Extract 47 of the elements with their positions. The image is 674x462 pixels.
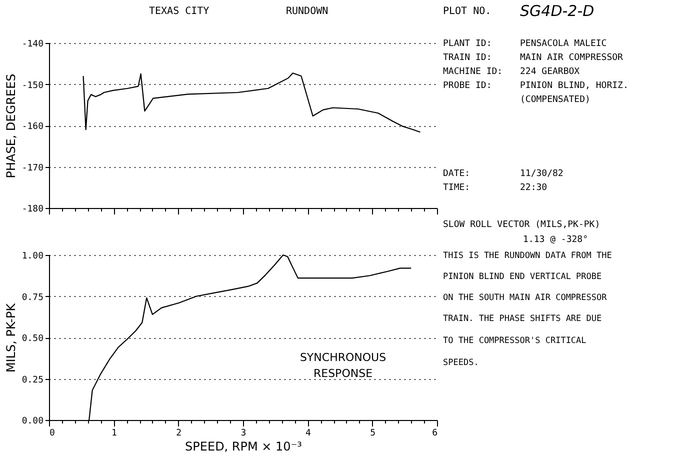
text: RUNDOWN bbox=[286, 6, 328, 17]
y-tick-label: -160 bbox=[22, 122, 44, 132]
y-tick-label: 1.00 bbox=[22, 252, 44, 262]
y-tick-label: -180 bbox=[22, 204, 44, 214]
text: TRAIN. THE PHASE SHIFTS ARE DUE bbox=[443, 314, 602, 324]
text: 22:30 bbox=[520, 183, 548, 193]
y-tick-label: -170 bbox=[22, 163, 44, 174]
y-tick-label: 0.75 bbox=[22, 292, 44, 303]
text: 224 GEARBOX bbox=[520, 67, 580, 77]
x-tick-label: 0 bbox=[50, 428, 55, 438]
text: PINION BLIND END VERTICAL PROBE bbox=[443, 272, 602, 282]
text: PENSACOLA MALEIC bbox=[520, 39, 607, 49]
annotation: RESPONSE bbox=[313, 367, 373, 380]
x-tick-label: 5 bbox=[370, 428, 376, 438]
text: MAIN AIR COMPRESSOR bbox=[520, 53, 624, 63]
text: TO THE COMPRESSOR'S CRITICAL bbox=[443, 336, 586, 346]
y-tick-label: -140 bbox=[22, 40, 44, 50]
text: TEXAS CITY bbox=[149, 6, 210, 17]
x-tick-label: 2 bbox=[176, 428, 182, 438]
x-tick-label: 4 bbox=[305, 428, 311, 438]
x-tick-label: 6 bbox=[432, 428, 438, 438]
text: ON THE SOUTH MAIN AIR COMPRESSOR bbox=[443, 293, 608, 303]
text: SG4D-2-D bbox=[520, 2, 594, 20]
text: 11/30/82 bbox=[520, 169, 564, 179]
text: SLOW ROLL VECTOR (MILS,PK-PK) bbox=[443, 220, 600, 230]
text: TIME: bbox=[443, 183, 470, 193]
y-tick-label: -150 bbox=[22, 80, 44, 91]
y-axis-title: MILS, PK-PK bbox=[4, 302, 18, 373]
annotation: SYNCHRONOUS bbox=[300, 351, 386, 364]
text: TRAIN ID: bbox=[443, 53, 492, 63]
y-tick-label: 0.50 bbox=[22, 334, 44, 344]
text: PINION BLIND, HORIZ. bbox=[520, 81, 628, 91]
text: MACHINE ID: bbox=[443, 67, 503, 77]
text: THIS IS THE RUNDOWN DATA FROM THE bbox=[443, 251, 612, 261]
text: PROBE ID: bbox=[443, 81, 492, 91]
text: DATE: bbox=[443, 169, 470, 179]
y-tick-label: 0.25 bbox=[22, 375, 44, 386]
y-axis-title: PHASE, DEGREES bbox=[4, 74, 18, 178]
text: SPEEDS. bbox=[443, 358, 479, 368]
text: 1.13 @ -328° bbox=[523, 235, 588, 245]
y-tick-label: 0.00 bbox=[22, 416, 44, 426]
text: PLOT NO. bbox=[443, 6, 492, 17]
text: (COMPENSATED) bbox=[520, 95, 590, 105]
x-tick-label: 3 bbox=[240, 428, 246, 438]
text: PLANT ID: bbox=[443, 39, 492, 49]
x-axis-title: SPEED, RPM × 10⁻³ bbox=[185, 440, 302, 454]
x-tick-label: 1 bbox=[111, 428, 117, 438]
